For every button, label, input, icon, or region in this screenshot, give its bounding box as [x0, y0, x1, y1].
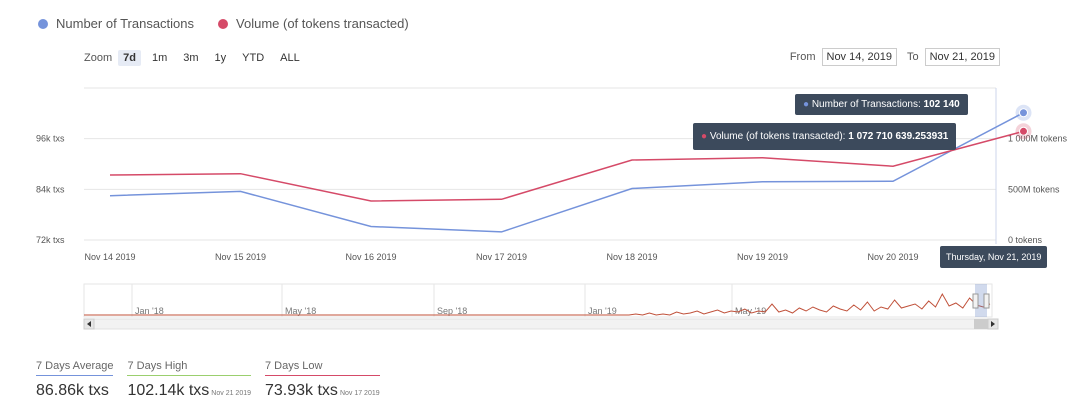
series-line-transactions[interactable] — [109, 112, 1024, 233]
tooltip-date: Thursday, Nov 21, 2019 — [940, 246, 1048, 268]
stat-high-value: 102.14k txs — [127, 382, 210, 399]
zoom-button-1m[interactable]: 1m — [151, 52, 168, 64]
tooltip-date-label: Thursday, Nov 21, 2019 — [946, 252, 1042, 262]
stat-low-date: Nov 17 2019 — [339, 390, 380, 397]
chart-legend: Number of Transactions Volume (of tokens… — [38, 16, 409, 31]
navigator-handle-left[interactable] — [972, 293, 979, 309]
y-right-axis: 0 tokens 500M tokens 1 000M tokens — [1008, 134, 1068, 245]
legend-label-transactions: Number of Transactions — [56, 16, 195, 31]
x-tick-label: Nov 19 2019 — [737, 252, 788, 262]
navigator-selection[interactable] — [975, 284, 987, 317]
legend-item-transactions[interactable]: Number of Transactions — [38, 16, 194, 31]
tooltip-volume: ● Volume (of tokens transacted): 1 072 7… — [693, 123, 957, 150]
stat-high: 7 Days High 102.14k txs Nov 21 2019 — [127, 360, 251, 400]
navigator: Jan '18 May '18 Sep '18 Jan '19 May '19 — [83, 283, 999, 330]
tooltip-vol-label: Volume (of tokens transacted): — [709, 131, 849, 142]
zoom-button-all[interactable]: ALL — [280, 52, 300, 64]
zoom-button-ytd[interactable]: YTD — [242, 52, 265, 64]
stat-high-label: 7 Days High — [127, 360, 251, 376]
stats-panel: 7 Days Average 86.86k txs 7 Days High 10… — [36, 360, 380, 400]
scrollbar-left-arrow-icon — [87, 321, 91, 327]
navigator-label: Sep '18 — [437, 306, 467, 316]
stat-low-label: 7 Days Low — [265, 360, 380, 376]
x-axis: Nov 14 2019 Nov 15 2019 Nov 16 2019 Nov 17 … — [84, 252, 918, 262]
navigator-label: Jan '18 — [135, 306, 164, 316]
scrollbar-right-arrow-icon — [991, 321, 995, 327]
y-left-axis: 72k txs 84k txs 96k txs — [36, 134, 65, 245]
from-label: From — [789, 51, 816, 63]
tooltip-tx-value: 102 140 — [923, 99, 960, 110]
zoom-button-1y[interactable]: 1y — [214, 52, 227, 64]
x-tick-label: Nov 14 2019 — [84, 252, 135, 262]
y-right-tick-label: 0 tokens — [1008, 235, 1043, 245]
legend-label-volume: Volume (of tokens transacted) — [236, 16, 409, 31]
stat-average-value: 86.86k txs — [36, 382, 109, 399]
from-date-input[interactable]: Nov 14, 2019 — [821, 48, 897, 66]
legend-dot-volume — [218, 18, 229, 29]
x-tick-label: Nov 17 2019 — [476, 252, 527, 262]
x-tick-label: Nov 18 2019 — [606, 252, 657, 262]
x-tick-label: Nov 15 2019 — [215, 252, 266, 262]
navigator-label: May '18 — [285, 306, 316, 316]
hover-point[interactable] — [1019, 108, 1028, 118]
series-line-volume[interactable] — [109, 130, 1024, 202]
tooltip-vol-value: 1 072 710 639.253931 — [848, 131, 949, 142]
stat-low: 7 Days Low 73.93k txs Nov 17 2019 — [265, 360, 380, 400]
navigator-handle-right[interactable] — [983, 293, 990, 309]
y-right-tick-label: 1 000M tokens — [1008, 134, 1068, 144]
navigator-series — [84, 292, 991, 316]
navigator-label: Jan '19 — [588, 306, 617, 316]
tooltip-tx-label: Number of Transactions: — [811, 99, 924, 110]
y-left-tick-label: 72k txs — [36, 235, 65, 245]
x-tick-label: Nov 20 2019 — [867, 252, 918, 262]
tooltip-transactions: ● Number of Transactions: 102 140 — [795, 94, 968, 115]
y-left-tick-label: 84k txs — [36, 184, 65, 194]
stat-average-label: 7 Days Average — [36, 360, 114, 376]
stat-high-date: Nov 21 2019 — [211, 390, 251, 397]
to-date-input[interactable]: Nov 21, 2019 — [924, 48, 1000, 66]
scrollbar-track[interactable] — [83, 318, 993, 330]
to-label: To — [906, 51, 919, 63]
zoom-label: Zoom — [84, 52, 113, 64]
series-lines — [109, 104, 1032, 233]
scrollbar-thumb[interactable] — [974, 319, 988, 329]
stat-average: 7 Days Average 86.86k txs — [36, 360, 114, 400]
stat-low-value: 73.93k txs — [265, 382, 338, 399]
zoom-button-7d[interactable]: 7d — [118, 50, 141, 66]
y-right-tick-label: 500M tokens — [1008, 184, 1060, 194]
y-left-tick-label: 96k txs — [36, 134, 65, 144]
legend-item-volume[interactable]: Volume (of tokens transacted) — [218, 16, 409, 31]
x-tick-label: Nov 16 2019 — [345, 252, 396, 262]
zoom-button-3m[interactable]: 3m — [183, 52, 199, 64]
main-chart: 72k txs 84k txs 96k txs 0 tokens 500M token… — [36, 87, 1068, 330]
legend-dot-transactions — [38, 18, 48, 29]
zoom-selector: Zoom 7d 1m 3m 1y YTD ALL — [84, 50, 305, 66]
hover-point[interactable] — [1019, 126, 1028, 136]
navigator-background — [83, 283, 993, 318]
navigator-label: May '19 — [735, 306, 766, 316]
date-range: From Nov 14, 2019 To Nov 21, 2019 — [790, 48, 1000, 66]
